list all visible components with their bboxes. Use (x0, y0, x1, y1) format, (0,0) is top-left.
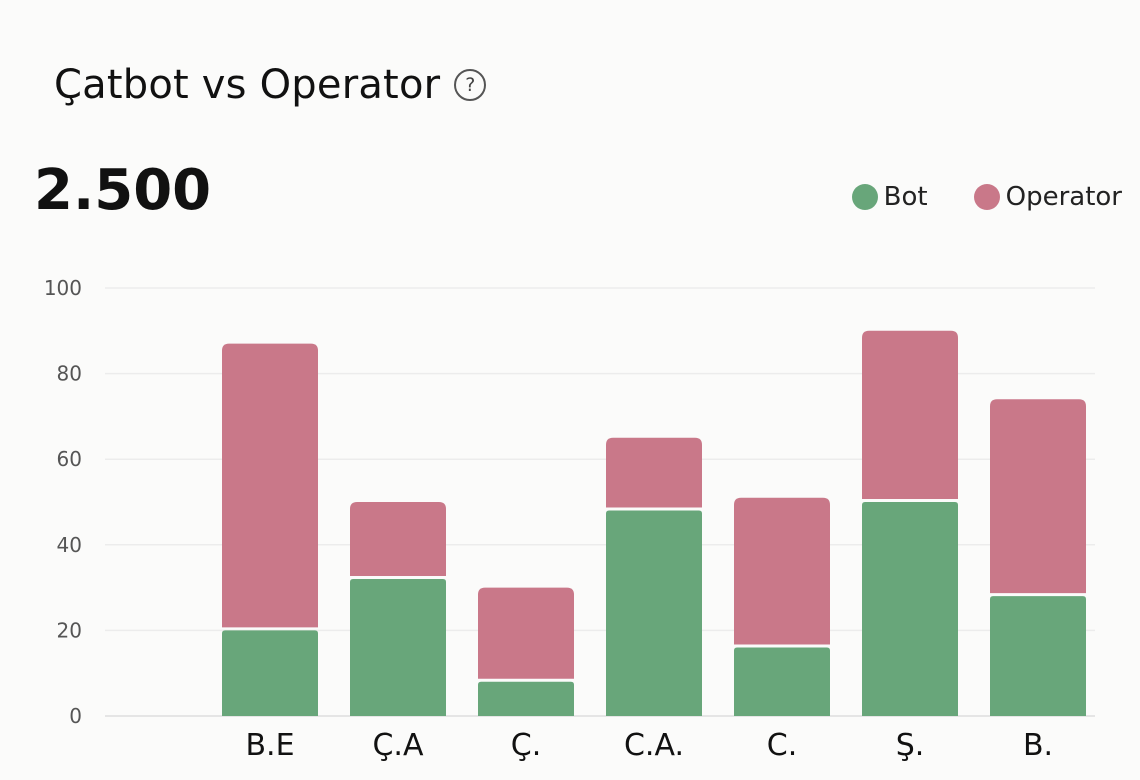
x-tick-label: B. (1023, 728, 1053, 763)
bar-operator-0[interactable] (222, 343, 318, 628)
bar-bot-4[interactable] (734, 647, 830, 716)
y-tick-label: 20 (57, 618, 82, 642)
chart-title: Çatbot vs Operator (54, 62, 441, 108)
legend-label-bot: Bot (883, 182, 928, 212)
bar-bot-6[interactable] (990, 596, 1086, 716)
help-icon[interactable]: ? (454, 69, 487, 101)
bar-operator-6[interactable] (990, 399, 1086, 594)
bar-operator-2[interactable] (478, 587, 574, 679)
y-tick-label: 60 (57, 447, 82, 471)
y-tick-label: 40 (57, 533, 82, 557)
bar-operator-4[interactable] (734, 497, 830, 645)
total-value: 2.500 (34, 158, 212, 223)
legend: Bot Operator (851, 182, 1122, 212)
legend-label-operator: Operator (1005, 182, 1122, 212)
legend-item-bot[interactable]: Bot (851, 182, 928, 212)
legend-item-operator[interactable]: Operator (973, 182, 1122, 212)
bar-operator-5[interactable] (862, 330, 958, 499)
x-tick-label: Ç.A (372, 728, 423, 763)
y-tick-label: 100 (44, 276, 82, 300)
y-tick-label: 80 (57, 362, 82, 386)
title-row: Çatbot vs Operator ? (54, 62, 487, 108)
bar-operator-3[interactable] (606, 437, 702, 508)
x-tick-label: Ç. (511, 728, 541, 763)
bar-bot-3[interactable] (606, 510, 702, 716)
bar-operator-1[interactable] (350, 502, 446, 577)
x-tick-label: Ş. (896, 728, 925, 763)
legend-swatch-operator (973, 184, 1000, 210)
legend-swatch-bot (851, 184, 878, 210)
bar-bot-1[interactable] (350, 579, 446, 716)
x-tick-label: C. (767, 728, 797, 763)
bar-bot-2[interactable] (478, 681, 574, 716)
y-tick-label: 0 (69, 704, 82, 728)
bar-bot-0[interactable] (222, 630, 318, 716)
bar-bot-5[interactable] (862, 502, 958, 716)
x-tick-label: B.E (245, 728, 294, 763)
x-tick-label: C.A. (624, 728, 684, 763)
